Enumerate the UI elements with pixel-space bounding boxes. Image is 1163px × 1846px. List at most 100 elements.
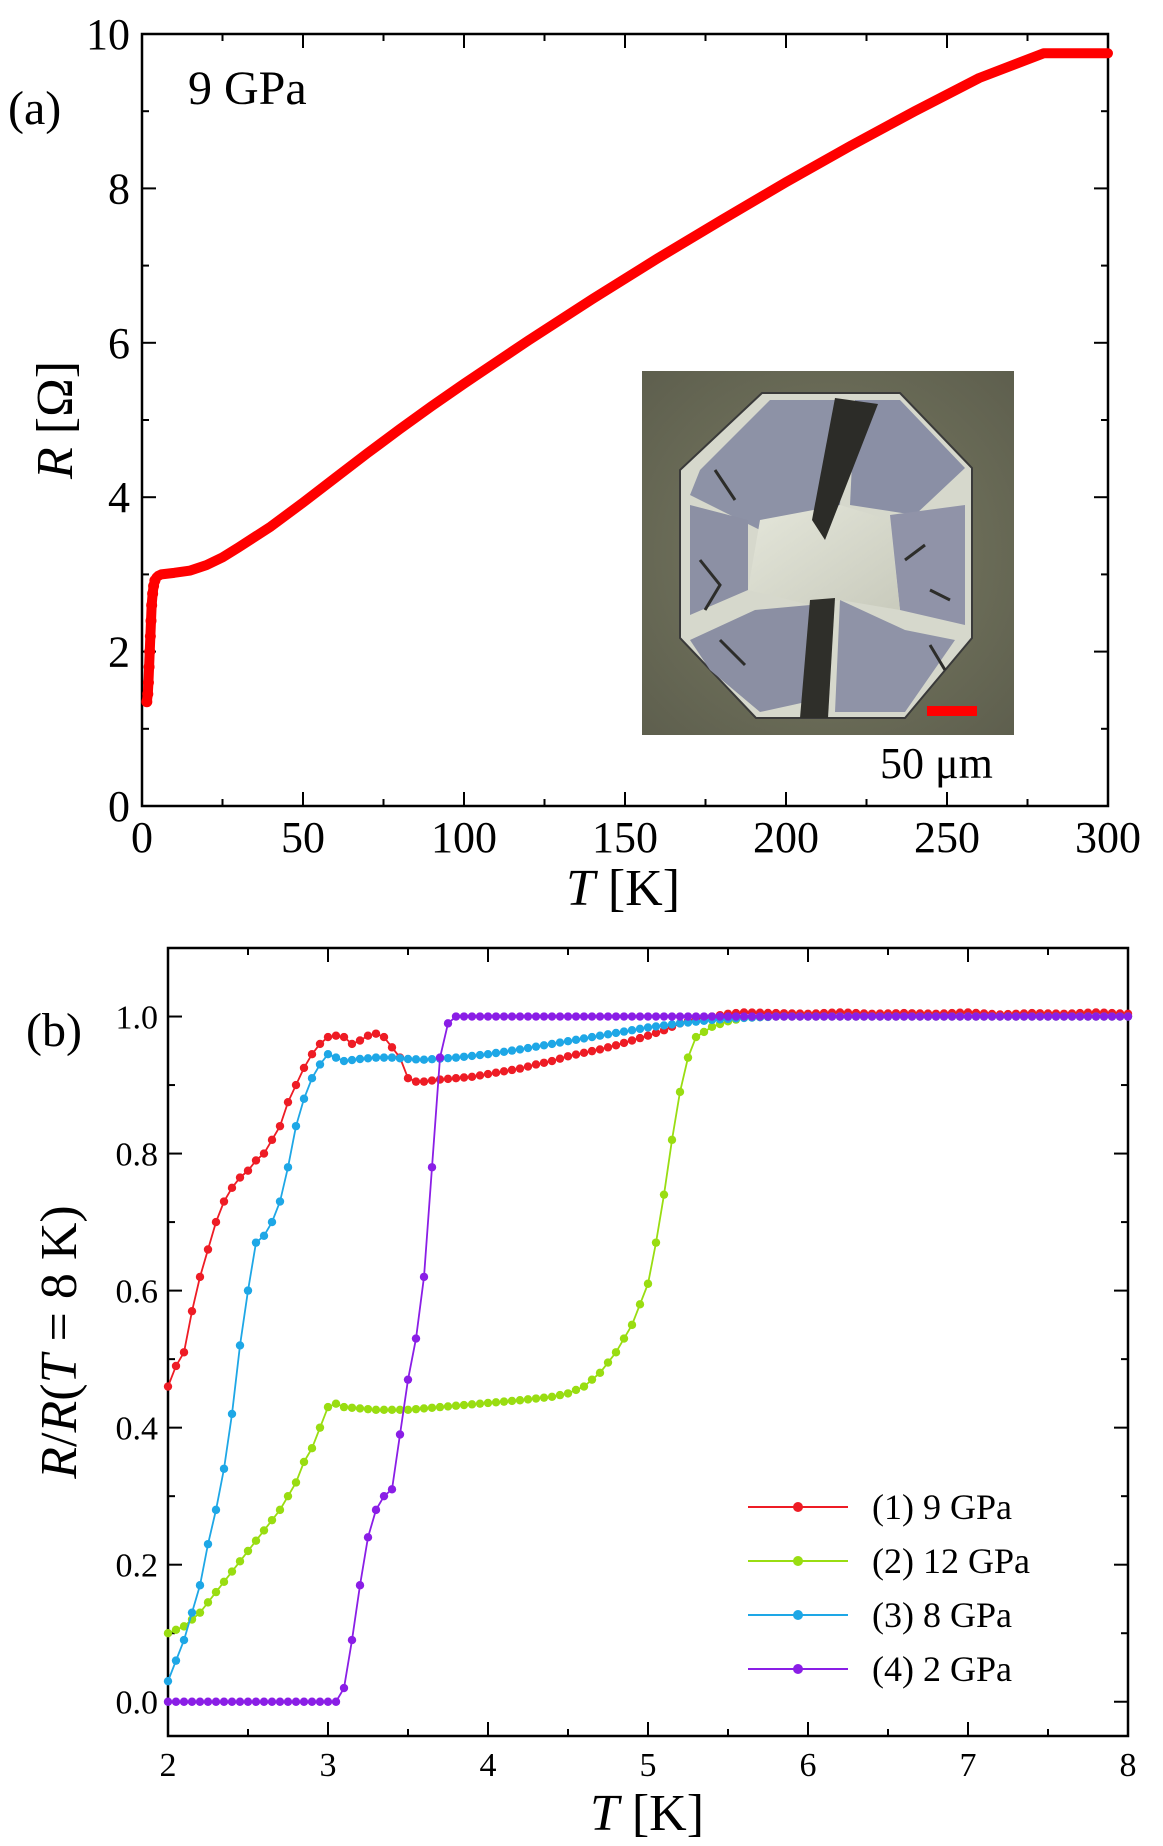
x-axis-title-a: T [K] <box>566 860 680 917</box>
data-point <box>555 1390 565 1400</box>
data-point <box>259 1526 269 1535</box>
data-point <box>755 1012 765 1021</box>
data-point <box>419 1404 429 1413</box>
data-point <box>331 1053 341 1062</box>
data-point <box>339 1056 349 1066</box>
data-point <box>475 1071 485 1080</box>
data-point <box>219 1197 229 1206</box>
data-point <box>291 1697 301 1706</box>
data-point <box>539 1041 549 1050</box>
data-point <box>683 1053 693 1062</box>
data-point <box>531 1060 541 1069</box>
data-point <box>947 1012 957 1021</box>
y-tick-label-b: 0.8 <box>116 1137 159 1174</box>
data-point <box>163 1382 173 1391</box>
data-point <box>307 1073 317 1083</box>
x-tick-label-a: 200 <box>753 813 819 862</box>
data-point <box>371 1505 381 1515</box>
data-point <box>267 1697 277 1706</box>
data-point <box>459 1012 469 1021</box>
panel-label-b: (b) <box>26 1004 82 1057</box>
data-point <box>211 1505 221 1515</box>
data-point <box>227 1567 237 1576</box>
data-point <box>931 1012 941 1021</box>
x-tick-label-a: 300 <box>1075 813 1141 862</box>
data-point <box>707 1022 717 1031</box>
data-point <box>827 1012 837 1021</box>
data-point <box>1075 1012 1085 1021</box>
data-point <box>675 1019 685 1028</box>
data-point <box>467 1400 477 1409</box>
data-point <box>907 1012 917 1021</box>
data-point <box>651 1238 661 1247</box>
data-point <box>579 1034 589 1043</box>
data-point <box>491 1398 501 1407</box>
data-point <box>219 1697 229 1706</box>
data-point <box>339 1683 349 1693</box>
data-point-a <box>146 599 158 611</box>
data-point <box>483 1069 493 1079</box>
data-point <box>603 1043 613 1052</box>
data-point <box>883 1012 893 1021</box>
data-point <box>499 1012 509 1021</box>
data-point <box>531 1012 541 1021</box>
data-point <box>403 1375 413 1384</box>
data-point <box>163 1676 173 1686</box>
data-point <box>819 1012 829 1021</box>
data-point <box>307 1697 317 1706</box>
data-point <box>675 1087 685 1097</box>
data-point <box>187 1697 197 1706</box>
data-point <box>627 1012 637 1021</box>
series-4-b <box>163 1012 1133 1706</box>
data-point <box>483 1398 493 1408</box>
data-point <box>635 1024 645 1034</box>
data-point-a <box>142 688 154 700</box>
data-point <box>627 1036 637 1045</box>
data-point <box>283 1491 293 1501</box>
data-point <box>419 1077 429 1086</box>
data-point <box>1107 1012 1117 1021</box>
data-point <box>355 1404 365 1413</box>
data-point <box>603 1030 613 1039</box>
data-point <box>275 1697 285 1706</box>
x-tick-label-b: 7 <box>960 1747 977 1784</box>
data-point <box>659 1012 669 1021</box>
legend-item: (1) 9 GPa <box>748 1487 1012 1527</box>
data-point <box>595 1031 605 1040</box>
data-point <box>283 1697 293 1706</box>
data-point <box>395 1430 405 1439</box>
data-point <box>707 1012 717 1021</box>
data-point <box>579 1048 589 1058</box>
data-point <box>347 1635 357 1645</box>
data-point <box>299 1457 309 1467</box>
y-tick-label-a: 4 <box>108 473 130 522</box>
data-point <box>339 1402 349 1412</box>
data-point <box>323 1697 333 1706</box>
data-point <box>587 1375 597 1384</box>
data-point <box>979 1012 989 1021</box>
data-point <box>443 1053 453 1063</box>
data-point <box>563 1052 573 1061</box>
data-point <box>635 1300 645 1309</box>
data-point <box>411 1055 421 1064</box>
data-point <box>747 1012 757 1021</box>
data-point <box>235 1173 245 1182</box>
data-point <box>995 1012 1005 1021</box>
data-point <box>539 1393 549 1402</box>
data-point <box>363 1404 373 1414</box>
data-point <box>683 1012 693 1021</box>
data-point <box>555 1054 565 1063</box>
data-point <box>619 1012 629 1021</box>
data-point <box>475 1399 485 1408</box>
data-point <box>723 1012 733 1021</box>
data-point <box>619 1334 629 1343</box>
data-point <box>451 1073 461 1083</box>
data-point <box>467 1072 477 1082</box>
data-point <box>851 1012 861 1021</box>
data-point <box>387 1053 397 1062</box>
data-point <box>659 1021 669 1030</box>
sample-cracks <box>698 469 951 671</box>
y-tick-label-b: 0.6 <box>116 1274 159 1311</box>
data-point <box>307 1050 317 1059</box>
data-point <box>323 1402 333 1412</box>
